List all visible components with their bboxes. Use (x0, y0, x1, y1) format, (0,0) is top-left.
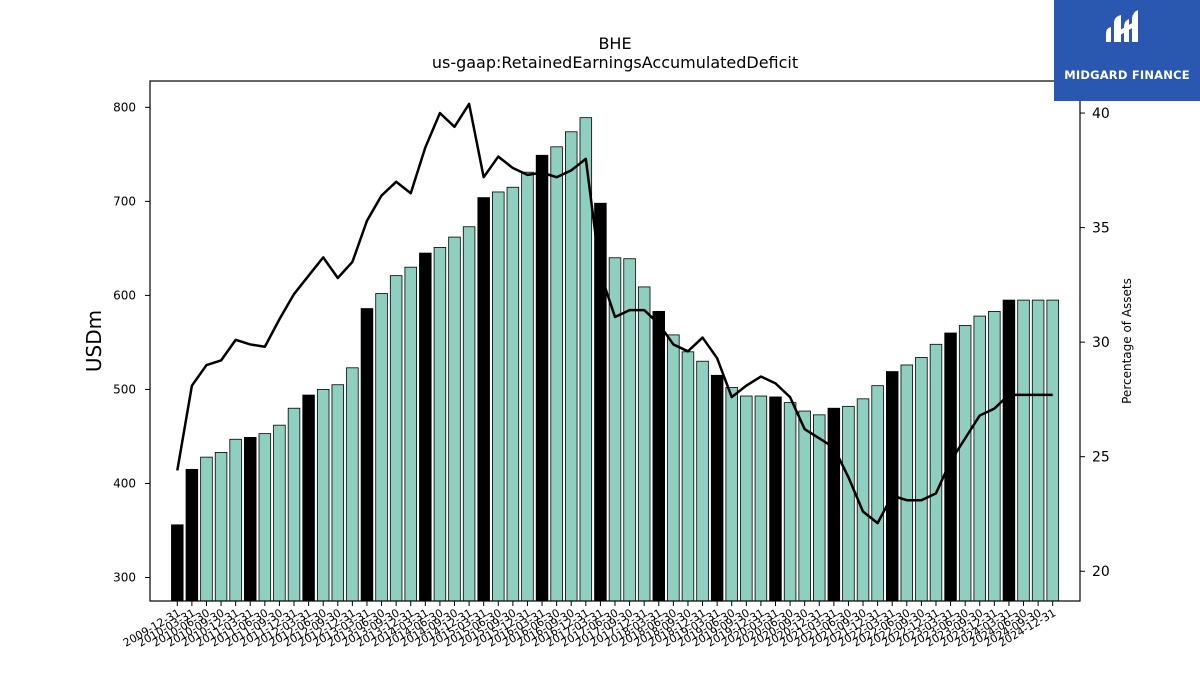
bar-38 (725, 387, 738, 602)
bar-5 (244, 436, 257, 602)
bar-12 (346, 367, 359, 602)
y2-tick-label: 40 (1092, 106, 1110, 122)
bar-45 (827, 407, 841, 602)
bar-0 (171, 524, 184, 602)
bar-33 (652, 310, 665, 602)
bar-29 (594, 202, 607, 602)
midgard-finance-logo: MIDGARD FINANCE (1054, 0, 1200, 101)
bar-39 (740, 395, 753, 602)
bar-27 (564, 131, 578, 602)
y2-tick-label: 30 (1092, 335, 1110, 351)
bar-52 (929, 343, 943, 602)
bar-17 (419, 252, 432, 602)
bar-3 (214, 452, 228, 602)
bar-44 (813, 414, 826, 602)
bar-1 (185, 468, 199, 602)
bar-24 (521, 171, 534, 602)
bar-23 (506, 186, 520, 602)
bar-26 (550, 146, 563, 602)
bar-7 (273, 424, 286, 602)
bar-22 (492, 191, 505, 602)
bar-30 (608, 257, 622, 602)
bar-34 (667, 334, 680, 602)
y2-tick-label: 35 (1092, 221, 1110, 237)
axes-group: 30040050060070080020253035402009-12-3120… (113, 80, 1110, 650)
bar-50 (900, 364, 914, 602)
bar-58 (1017, 299, 1030, 602)
bar-18 (433, 247, 447, 602)
logo-mark-icon (1106, 10, 1138, 42)
y-tick-label: 400 (113, 476, 136, 490)
y2-tick-label: 20 (1092, 564, 1110, 580)
bar-56 (988, 310, 1001, 602)
bar-20 (462, 226, 476, 602)
bar-51 (915, 357, 928, 602)
bar-25 (535, 154, 549, 602)
bar-6 (258, 433, 272, 602)
y-tick-label: 800 (113, 100, 136, 114)
chart-title: BHE (598, 34, 631, 53)
bar-2 (200, 456, 213, 602)
bar-59 (1031, 299, 1045, 602)
y2-axis-label: Percentage of Assets (1120, 278, 1134, 404)
bar-49 (885, 371, 899, 602)
bar-36 (696, 360, 709, 602)
bar-48 (871, 385, 884, 602)
bar-40 (754, 395, 768, 602)
y-tick-label: 300 (113, 570, 136, 584)
y-axis-label: USDm (82, 310, 106, 372)
bar-57 (1002, 299, 1016, 602)
bar-37 (710, 374, 724, 602)
bar-19 (448, 236, 461, 602)
percentage-line (176, 102, 1053, 525)
bar-55 (973, 315, 986, 602)
bar-53 (944, 332, 957, 602)
bar-13 (360, 308, 374, 602)
bar-60 (1046, 299, 1059, 602)
bar-8 (287, 407, 301, 602)
bar-14 (375, 293, 388, 602)
bar-41 (769, 396, 782, 602)
bar-46 (842, 405, 855, 602)
bar-9 (302, 394, 315, 602)
bar-32 (637, 286, 651, 602)
y-tick-label: 600 (113, 288, 136, 302)
bars-group (171, 117, 1059, 602)
y-tick-label: 700 (113, 194, 136, 208)
bar-43 (798, 410, 811, 602)
bar-11 (331, 384, 345, 602)
chart-subtitle: us-gaap:RetainedEarningsAccumulatedDefic… (432, 53, 798, 72)
y-tick-label: 500 (113, 382, 136, 396)
bar-4 (229, 438, 242, 602)
bar-15 (389, 275, 403, 602)
y2-tick-label: 25 (1092, 450, 1110, 466)
bar-10 (316, 389, 330, 602)
logo-text: MIDGARD FINANCE (1064, 68, 1190, 82)
bar-16 (404, 266, 417, 602)
line-group (176, 102, 1053, 525)
bar-54 (958, 325, 972, 602)
bar-21 (477, 197, 490, 602)
bar-35 (681, 351, 695, 602)
bar-42 (783, 402, 797, 602)
